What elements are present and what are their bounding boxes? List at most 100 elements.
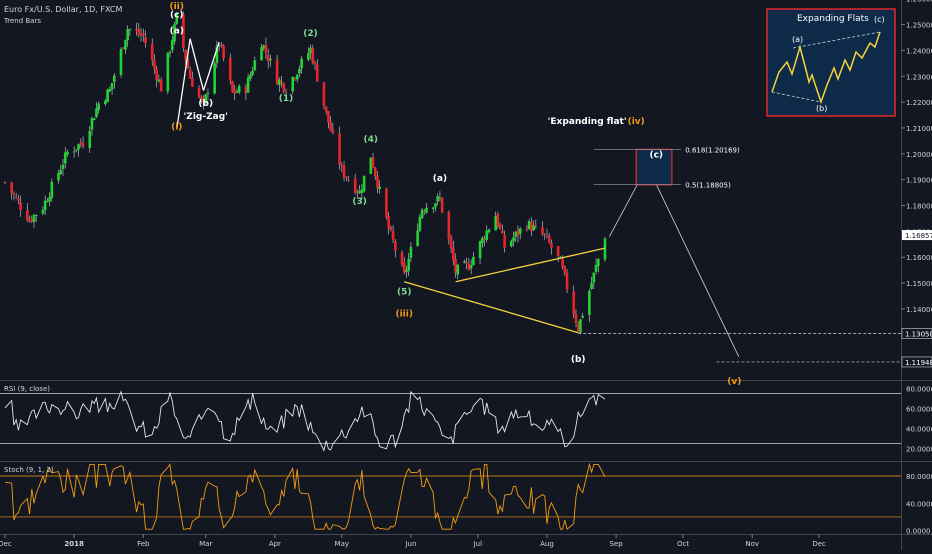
candle-body (431, 207, 435, 210)
candle-body (338, 133, 341, 165)
wave-label: 'Zig-Zag' (184, 112, 228, 122)
candle-body (556, 246, 560, 256)
candle-body (139, 33, 143, 36)
candle-body (141, 33, 145, 36)
candle-body (90, 118, 94, 130)
candle-body (262, 45, 266, 49)
candle-body (550, 242, 553, 248)
candle-body (280, 80, 283, 83)
candle-body (41, 209, 45, 214)
candle-body (48, 197, 51, 202)
inset-label-c: (c) (874, 15, 885, 24)
candle-body (456, 264, 460, 275)
candle-body (246, 77, 250, 93)
candle-body (121, 47, 125, 49)
wave-label: (5) (397, 288, 412, 298)
candle-body (545, 234, 549, 236)
candle-body (228, 57, 232, 81)
candle-body (63, 152, 67, 164)
candle-body (590, 283, 593, 290)
price-tick-label: 1.24000 (906, 47, 932, 55)
candle-body (485, 230, 489, 240)
candle-body (206, 92, 210, 94)
candle-body (389, 227, 393, 231)
candle-body (561, 258, 564, 268)
candle-body (342, 165, 346, 178)
candle-body (237, 85, 241, 93)
price-level-tag (901, 328, 932, 339)
candle-body (385, 188, 388, 218)
price-tick-label: 1.15000 (906, 280, 932, 288)
candle-body (144, 37, 147, 44)
fib-level-label: 0.5(1.18805) (685, 182, 731, 190)
price-tick-label: 1.21000 (906, 125, 932, 133)
candle-body (173, 24, 176, 42)
candle-body (92, 118, 96, 120)
candle-body (481, 237, 484, 244)
rsi-tick-label: 60.0000 (906, 406, 932, 414)
wave-label: (i) (171, 122, 182, 132)
candle-body (527, 221, 531, 229)
price-tick-label: 1.20000 (906, 151, 932, 159)
candle-body (30, 218, 34, 222)
candle-body (17, 198, 20, 201)
wave-label: (iv) (628, 117, 645, 127)
candle-body (541, 227, 544, 235)
expanding-flats-inset: Expanding Flats (a) (b) (c) (766, 8, 896, 117)
candle-body (452, 247, 455, 261)
candle-body (204, 94, 208, 104)
candle-body (157, 79, 161, 82)
candle-body (300, 58, 303, 69)
candle-body (307, 53, 310, 60)
price-level-text: 1.13050 (905, 330, 932, 338)
candle-body (137, 29, 141, 35)
candle-body (376, 176, 379, 189)
candle-body (543, 234, 547, 236)
candle-body (184, 49, 187, 60)
candle-body (175, 13, 179, 24)
candle-body (153, 60, 156, 69)
stoch-tick-label: 0.0000 (906, 528, 931, 536)
candle-body (199, 96, 203, 100)
inset-lower-line (771, 91, 822, 103)
candle-body (420, 209, 424, 218)
candle-body (501, 230, 504, 234)
candle-body (244, 86, 248, 94)
candle-body (182, 14, 185, 49)
candle-body (293, 78, 297, 80)
candle-body (581, 315, 584, 318)
stoch-label: Stoch (9, 1, 2) (4, 466, 54, 474)
candle-body (75, 149, 78, 151)
last-price-tag (902, 230, 932, 241)
last-price-text: 1.16857 (905, 232, 932, 240)
candle-body (284, 92, 288, 94)
candle-body (46, 201, 49, 203)
candle-body (88, 131, 92, 148)
projection-down-line (653, 179, 740, 357)
candle-body (592, 272, 596, 283)
candle-body (340, 165, 344, 167)
stoch-pane (0, 462, 901, 531)
candle-body (12, 193, 16, 195)
price-tick-label: 1.16000 (906, 254, 932, 262)
candle-body (373, 167, 377, 177)
date-tick-label: Feb (137, 540, 150, 548)
candle-body (231, 81, 234, 92)
candle-body (369, 157, 373, 174)
candle-body (496, 214, 500, 226)
candle-body (483, 238, 486, 240)
candle-body (188, 69, 192, 79)
candle-body (135, 29, 138, 31)
candle-body (61, 165, 65, 170)
candle-body (275, 59, 279, 85)
candle-body (588, 290, 591, 316)
candle-body (217, 44, 221, 47)
rsi-tick-label: 40.0000 (906, 426, 932, 434)
wave-label: (c) (649, 151, 663, 161)
candle-body (315, 64, 319, 82)
candle-body (391, 230, 395, 241)
date-tick-label: Aug (540, 540, 554, 548)
